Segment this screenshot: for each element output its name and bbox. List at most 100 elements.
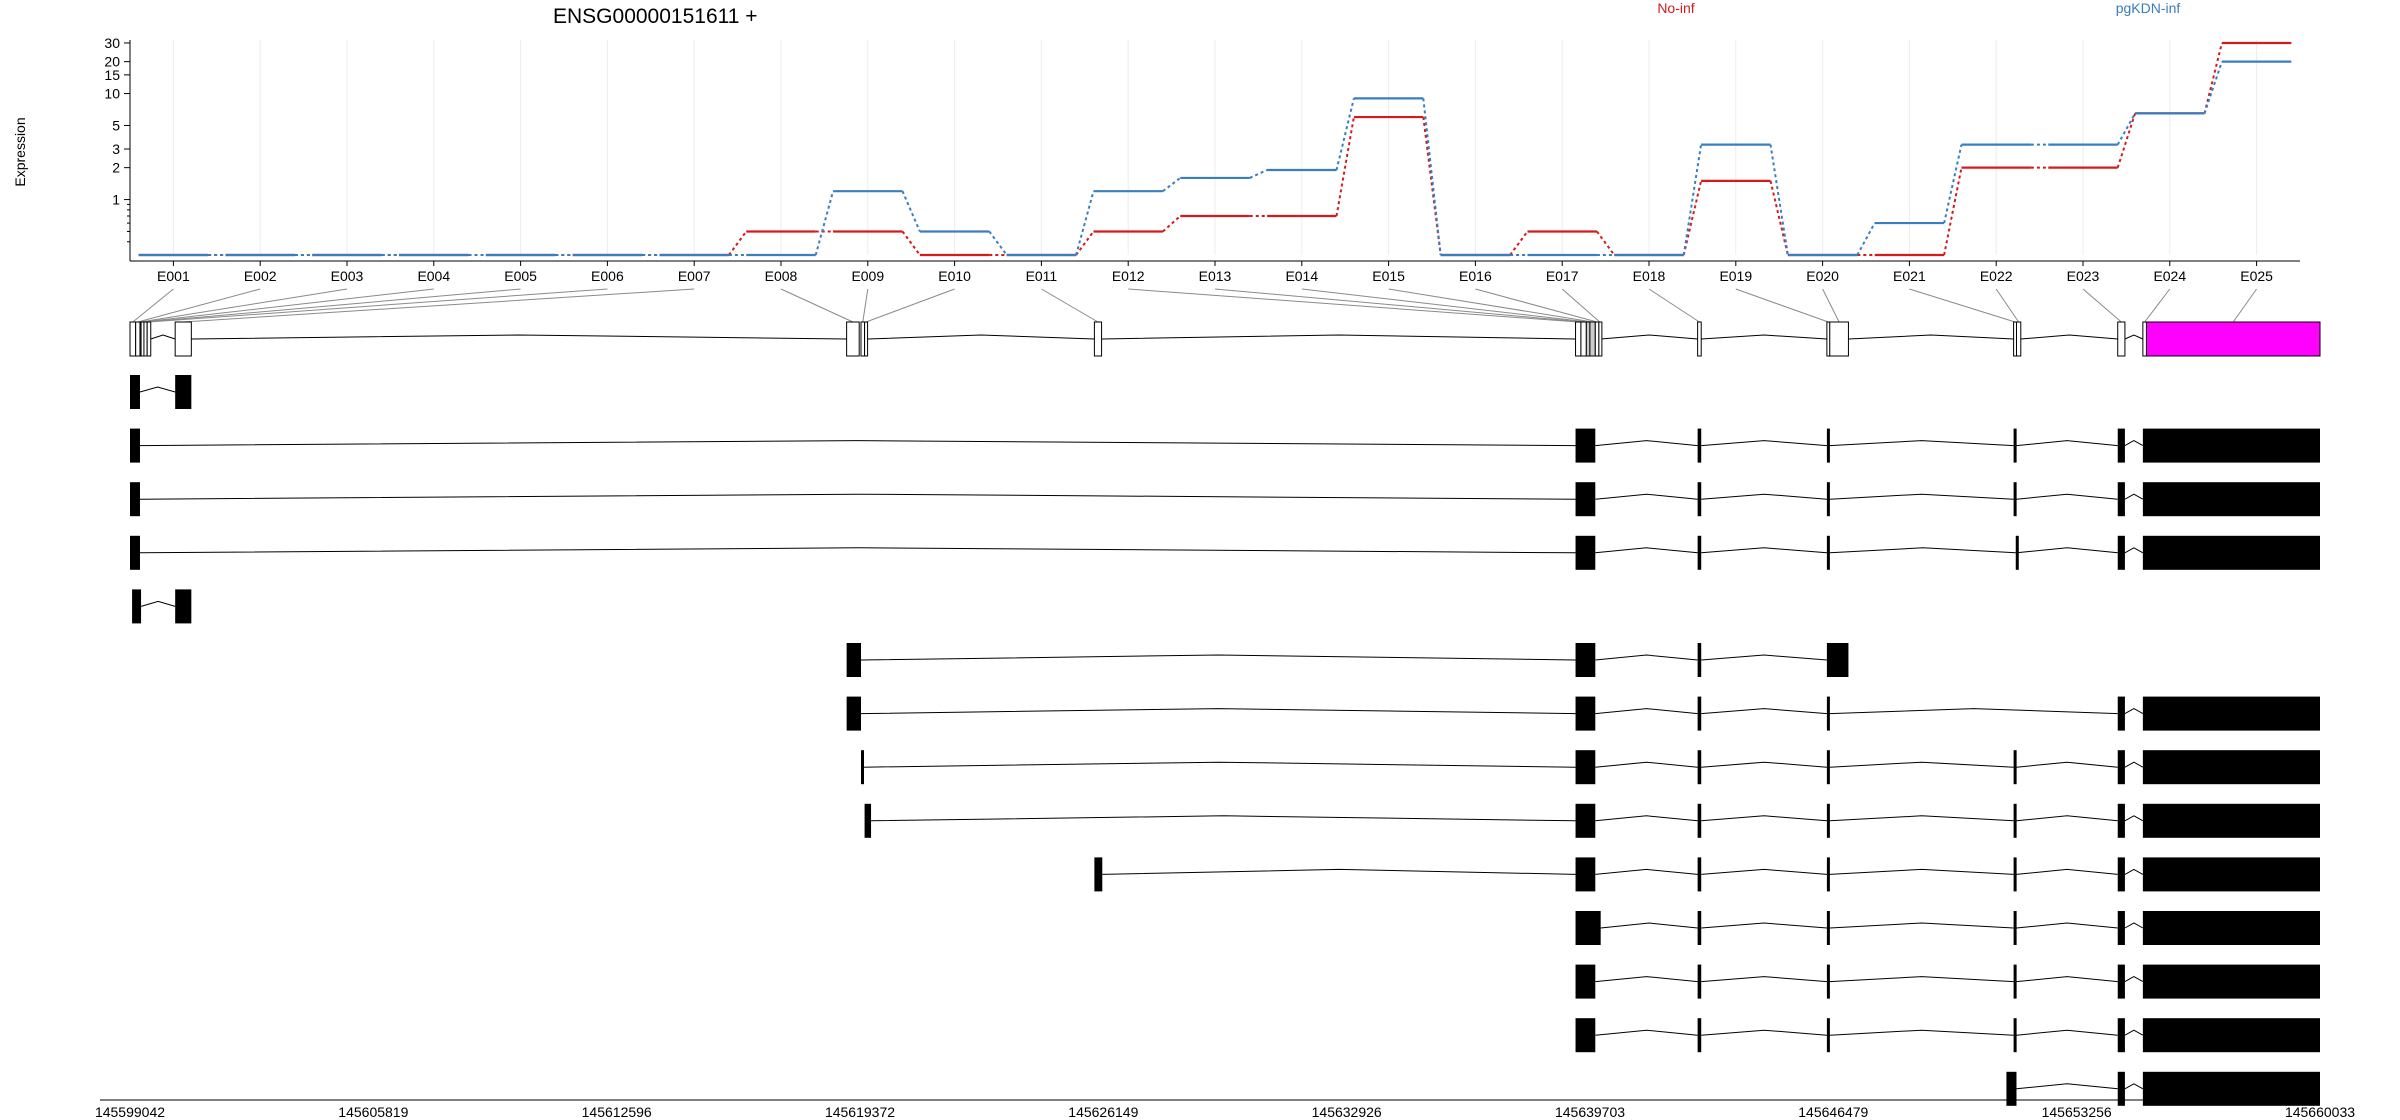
transcript-exon — [860, 750, 864, 785]
legend-pgkdn-inf: pgKDN-inf — [2116, 0, 2181, 16]
x-tick-label-e001: E001 — [157, 268, 190, 284]
transcript-exon — [2013, 911, 2017, 945]
transcript-intron — [1701, 654, 1827, 661]
x-tick-label-e008: E008 — [765, 268, 798, 284]
exon-box-e007 — [174, 321, 192, 357]
series-1-connector — [814, 190, 835, 256]
series-1-connector — [1075, 190, 1095, 256]
plot-grid — [172, 40, 2258, 255]
transcript-exon — [1826, 1018, 1830, 1053]
transcript-4 — [130, 535, 2320, 570]
transcript-intron — [1701, 976, 1827, 983]
transcript-exon — [1575, 803, 1596, 838]
transcript-intron — [860, 654, 1576, 661]
transcript-exon — [2117, 535, 2125, 570]
transcript-intron — [1600, 922, 1698, 929]
gene-model-intron — [1101, 334, 1576, 340]
transcript-8 — [860, 750, 2320, 785]
transcript-intron — [2016, 1083, 2118, 1090]
exon-box-e016 — [1594, 321, 1600, 357]
transcript-13 — [1575, 1018, 2320, 1053]
exon-link-e013 — [1214, 288, 1584, 323]
transcript-exon — [2013, 482, 2017, 517]
x-tick-label-e015: E015 — [1372, 268, 1405, 284]
genomic-tick-label: 145653256 — [2042, 1104, 2112, 1120]
transcript-intron — [139, 493, 1576, 500]
series-0-connector — [2116, 113, 2137, 168]
x-tick-label-e002: E002 — [244, 268, 277, 284]
transcript-intron — [1102, 868, 1576, 875]
transcript-intron — [1701, 922, 1827, 929]
x-tick-label-e021: E021 — [1893, 268, 1926, 284]
exon-link-e005 — [145, 288, 521, 323]
exon-link-e023 — [2082, 288, 2122, 323]
transcript-intron — [2016, 440, 2118, 447]
transcript-intron — [1595, 1029, 1698, 1036]
transcript-exon — [1826, 911, 1830, 945]
transcript-exon — [1575, 696, 1596, 731]
x-tick-label-e006: E006 — [591, 268, 624, 284]
transcript-exon — [1826, 857, 1830, 892]
y-tick-label-20: 20 — [104, 54, 120, 70]
transcript-6 — [846, 643, 1849, 677]
transcript-exon — [132, 589, 142, 624]
exon-box-e006 — [146, 321, 152, 357]
transcript-exon — [2117, 696, 2125, 731]
transcript-intron — [1829, 868, 2014, 875]
transcript-intron — [1595, 440, 1698, 447]
transcript-intron — [2016, 761, 2118, 768]
transcript-exon — [2117, 482, 2125, 517]
genomic-tick-label: 145599042 — [95, 1104, 165, 1120]
transcript-intron — [862, 761, 1576, 768]
x-tick-label-e019: E019 — [1719, 268, 1752, 284]
transcript-11 — [1575, 911, 2320, 945]
series-1-connector — [2203, 61, 2223, 114]
exon-link-e008 — [780, 288, 854, 323]
transcript-intron — [2124, 708, 2144, 715]
transcript-exon — [130, 428, 140, 463]
transcript-intron — [860, 708, 1576, 715]
exon-box-e009 — [860, 321, 866, 357]
exon-link-e025 — [2232, 288, 2258, 323]
gene-model-intron — [1600, 334, 1698, 340]
series-1-connector — [1422, 98, 1442, 256]
series-1-connector — [1943, 144, 1963, 224]
series-0-connector — [1943, 167, 1963, 256]
transcript-exon — [2142, 750, 2320, 785]
y-tick-label-10: 10 — [104, 86, 120, 102]
transcript-5 — [132, 589, 192, 624]
transcript-exon — [2117, 911, 2125, 945]
transcript-exon — [1826, 535, 1830, 570]
series-0-connector — [1075, 230, 1095, 256]
transcript-exon — [864, 803, 872, 838]
series-0-connector — [1769, 180, 1789, 256]
gene-model — [129, 288, 2321, 357]
transcript-intron — [2124, 493, 2144, 500]
transcript-exon — [1697, 482, 1702, 517]
transcript-exon — [1697, 1018, 1702, 1053]
transcript-2 — [130, 428, 2320, 463]
transcript-intron — [2124, 815, 2144, 822]
exon-box-e017 — [1598, 321, 1603, 357]
transcript-intron — [2016, 976, 2118, 983]
x-tick-label-e022: E022 — [1980, 268, 2013, 284]
transcript-intron — [1595, 708, 1698, 715]
exon-link-e010 — [865, 288, 955, 323]
series-1-connector — [1856, 222, 1876, 256]
transcript-intron — [1829, 922, 2014, 929]
transcript-exon — [2013, 857, 2017, 892]
exon-box-e011 — [1093, 321, 1103, 357]
x-tick-label-e003: E003 — [331, 268, 364, 284]
exon-link-e014 — [1301, 288, 1589, 323]
transcript-intron — [1829, 440, 2014, 447]
y-tick-label-15: 15 — [104, 67, 120, 83]
transcript-tracks — [130, 375, 2320, 1106]
y-axis-label: Expression — [12, 117, 28, 186]
transcript-exon — [1575, 857, 1596, 892]
transcript-intron — [1701, 547, 1827, 554]
series-1-connector — [988, 230, 1008, 256]
gene-model-intron — [150, 334, 176, 340]
genomic-tick-label: 145639703 — [1555, 1104, 1625, 1120]
transcript-intron — [1701, 708, 1827, 715]
transcript-exon — [1826, 482, 1830, 517]
